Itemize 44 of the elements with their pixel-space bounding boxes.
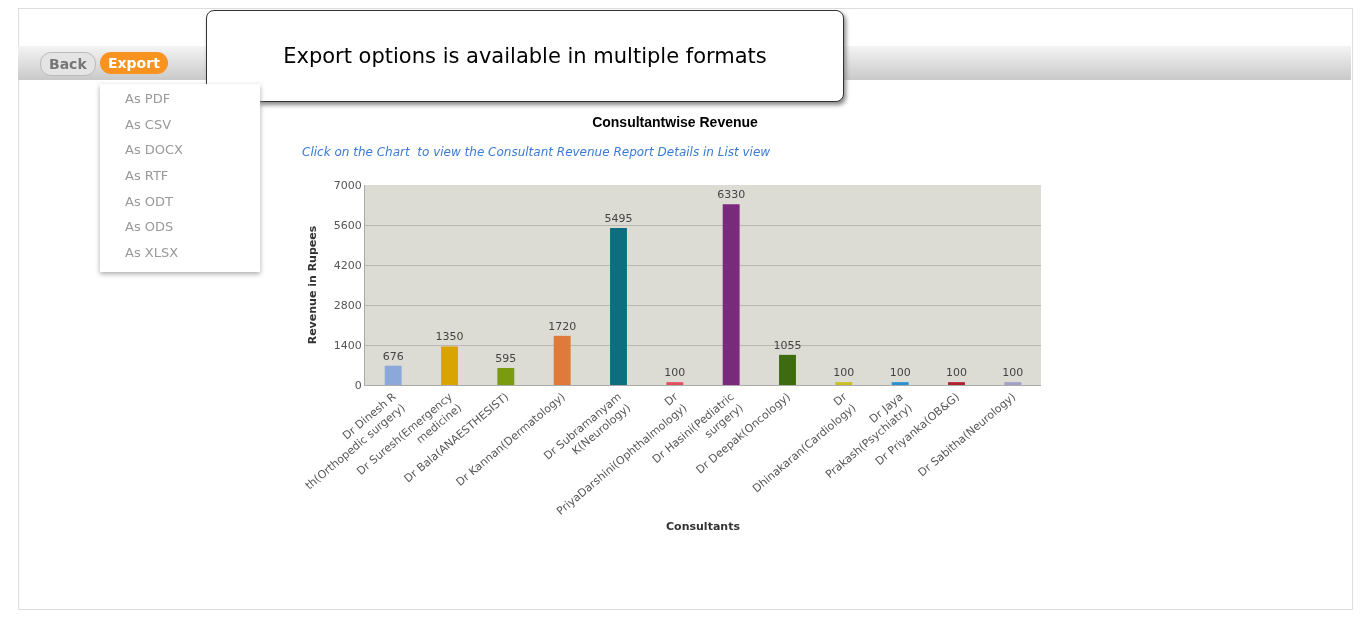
data-label: 1055 — [773, 338, 802, 352]
data-label: 100 — [664, 366, 686, 380]
text: As ODT — [124, 192, 174, 211]
data-label: 100 — [1002, 366, 1024, 380]
text: As XLSX — [124, 244, 180, 263]
data-label: 100 — [889, 366, 911, 380]
data-label: 6330 — [717, 188, 746, 202]
data-label: 595 — [495, 352, 517, 365]
text: As RTF — [124, 167, 170, 186]
bar — [779, 354, 796, 385]
bar — [948, 382, 965, 385]
text: As DOCX — [124, 141, 185, 160]
text: Back — [40, 52, 96, 76]
bar — [441, 346, 458, 385]
y-axis-title: Revenue in Rupees — [306, 225, 320, 345]
text: As CSV — [124, 115, 173, 134]
bar — [497, 368, 515, 385]
bar — [610, 228, 627, 385]
y-tick-label: 5600 — [333, 218, 362, 232]
data-label: 1720 — [548, 319, 577, 333]
y-tick-label: 7000 — [333, 178, 362, 192]
text: Export options is available in multiple formats — [206, 10, 844, 102]
bar — [666, 382, 684, 385]
text: As PDF — [124, 90, 172, 108]
y-tick-label: 2800 — [333, 298, 362, 312]
y-tick-label: 4200 — [333, 258, 362, 272]
y-tick-label: 1400 — [333, 338, 362, 352]
chart-title: Consultantwise Revenue — [592, 113, 759, 130]
bar — [722, 204, 740, 385]
bar — [835, 382, 853, 385]
data-label: 100 — [946, 366, 967, 380]
data-label: 100 — [833, 366, 855, 380]
y-tick-label: 0 — [354, 378, 362, 392]
bar — [891, 382, 909, 385]
bar — [553, 335, 571, 385]
data-label: 1350 — [435, 330, 464, 344]
x-axis-title: Consultants — [666, 519, 741, 533]
bar — [1004, 382, 1022, 385]
chart-subtitle: Click on the Chart to view the Consultant Revenue Report Details in List view — [302, 145, 771, 159]
data-label: 676 — [382, 349, 404, 363]
bar — [384, 365, 402, 385]
text: Export — [100, 52, 168, 74]
data-label: 5495 — [604, 212, 633, 225]
text: As ODS — [124, 218, 175, 237]
